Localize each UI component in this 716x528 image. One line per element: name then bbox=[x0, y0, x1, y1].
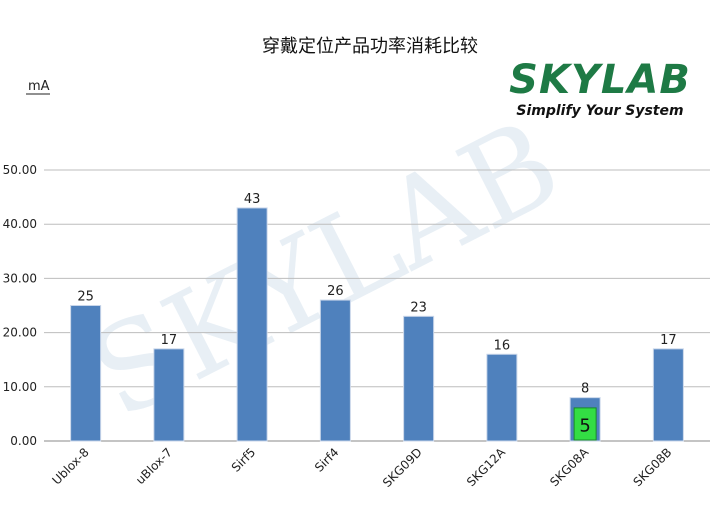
value-label: 8 bbox=[581, 382, 589, 397]
value-label: 23 bbox=[410, 300, 427, 315]
bar bbox=[652, 348, 684, 442]
skylab-logo: SKYLAB Simplify Your System bbox=[500, 58, 700, 120]
y-axis-ticks: 0.00 10.00 20.00 30.00 40.00 50.00 bbox=[3, 163, 37, 448]
x-tick-label: Sirf5 bbox=[229, 445, 259, 475]
x-tick-label: Ublox-8 bbox=[49, 445, 91, 487]
value-label: 43 bbox=[244, 192, 261, 207]
bar bbox=[319, 299, 351, 442]
bars: 5 bbox=[70, 207, 684, 442]
y-tick-label: 30.00 bbox=[3, 271, 37, 285]
y-tick-label: 20.00 bbox=[3, 326, 37, 340]
y-tick-label: 10.00 bbox=[3, 380, 37, 394]
y-tick-label: 40.00 bbox=[3, 217, 37, 231]
x-tick-label: SKG12A bbox=[464, 445, 509, 490]
x-tick-label: Sirf4 bbox=[312, 445, 342, 475]
value-label: 17 bbox=[161, 333, 178, 348]
bar bbox=[403, 315, 435, 442]
value-label: 16 bbox=[494, 338, 511, 353]
value-label: 26 bbox=[327, 284, 344, 299]
y-tick-label: 0.00 bbox=[10, 434, 37, 448]
highlight-box bbox=[573, 407, 597, 441]
y-tick-label: 50.00 bbox=[3, 163, 37, 177]
highlight-value-label: 5 bbox=[579, 415, 590, 436]
x-tick-label: uBlox-7 bbox=[133, 445, 175, 487]
bar bbox=[153, 348, 185, 442]
chart-title: 穿戴定位产品功率消耗比较 bbox=[262, 36, 478, 57]
x-tick-label: SKG08A bbox=[547, 445, 592, 490]
x-tick-label: SKG09D bbox=[380, 445, 425, 490]
value-label: 25 bbox=[77, 290, 94, 305]
x-axis-ticks: Ublox-8 uBlox-7 Sirf5 Sirf4 SKG09D SKG12A SKG0… bbox=[49, 445, 674, 490]
bar bbox=[70, 305, 102, 442]
x-tick-label: SKG08B bbox=[630, 445, 674, 489]
value-labels: 25 17 43 26 23 16 8 17 bbox=[77, 192, 676, 397]
logo-wordmark: SKYLAB bbox=[509, 57, 691, 103]
value-label: 17 bbox=[660, 333, 677, 348]
bar bbox=[236, 207, 268, 442]
y-unit-label: mA bbox=[28, 79, 50, 94]
bar bbox=[486, 353, 518, 442]
logo-tagline: Simplify Your System bbox=[516, 103, 684, 119]
